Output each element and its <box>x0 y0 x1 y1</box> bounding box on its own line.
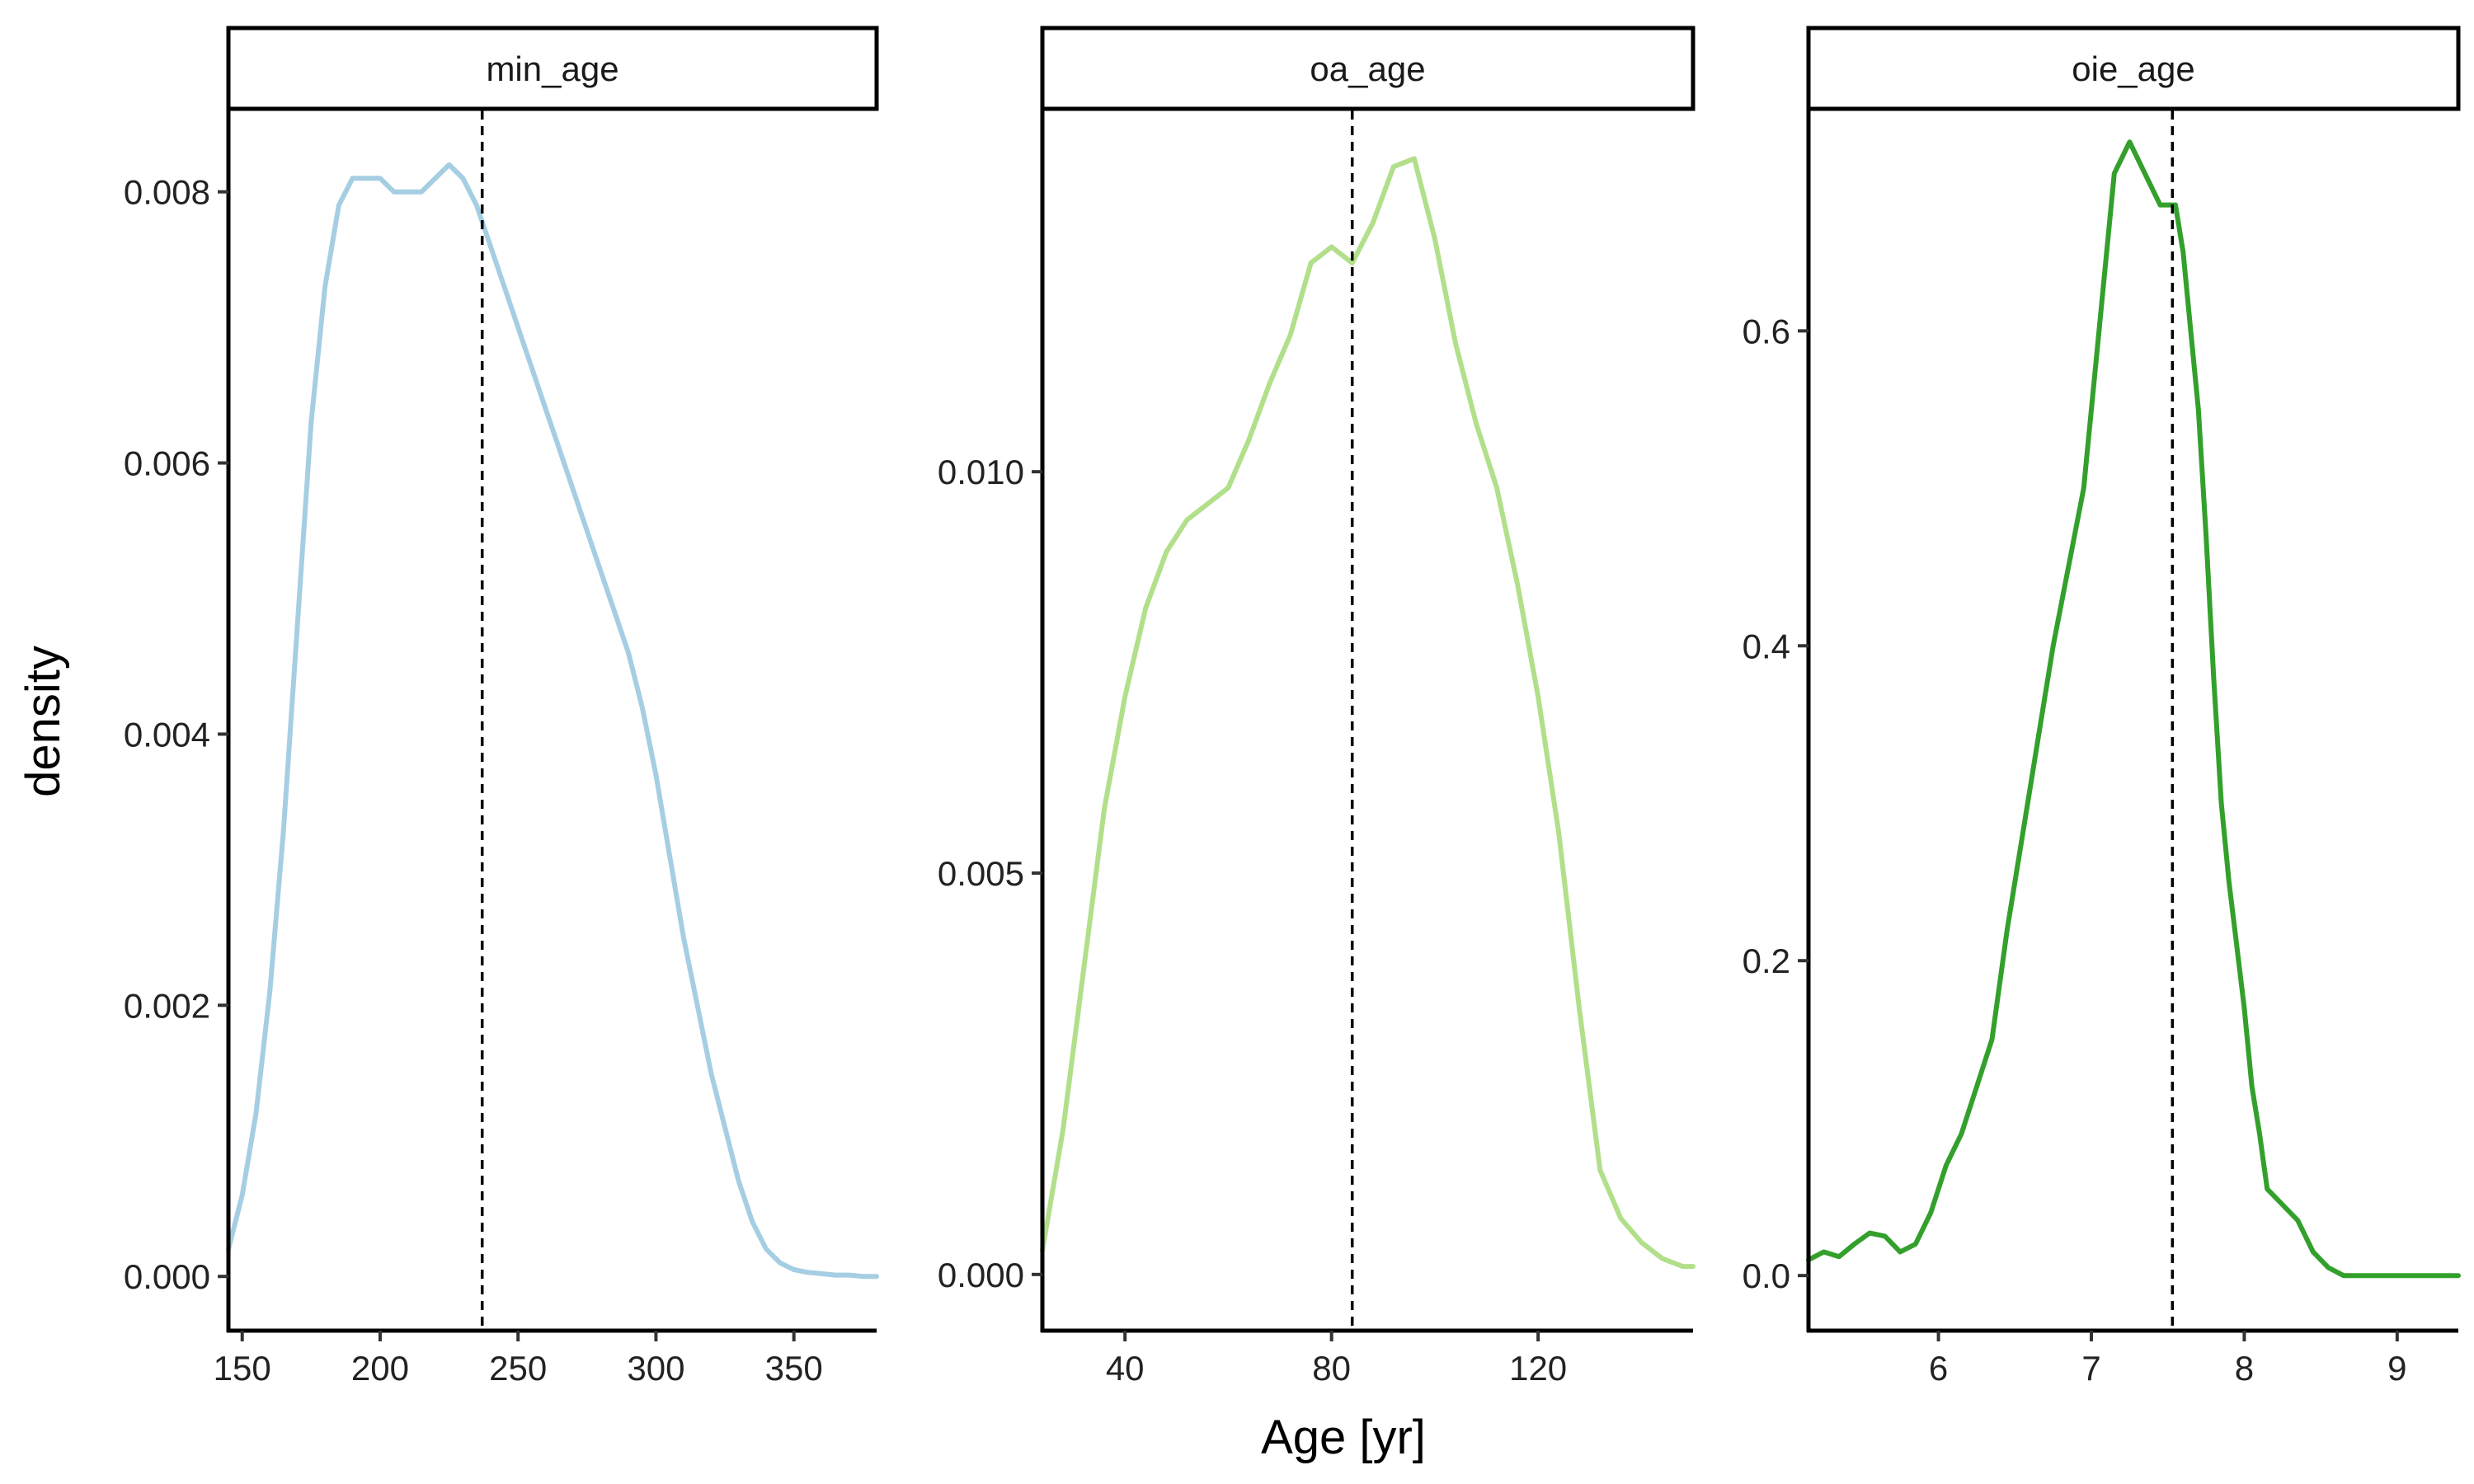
x-tick-label: 7 <box>2081 1349 2100 1388</box>
facet-strip <box>1040 26 1696 111</box>
facet-panels: min_age 0.000 0.002 0.004 0.006 0.008 150 200 25… <box>124 26 2461 1388</box>
x-tick-label: 120 <box>1509 1349 1567 1388</box>
facet-panel-min_age: min_age 0.000 0.002 0.004 0.006 0.008 150 200 25… <box>124 26 879 1388</box>
facet-strip-label: oa_age <box>1310 49 1425 88</box>
y-axis-title: density <box>16 646 70 797</box>
y-tick-label: 0.0 <box>1743 1256 1790 1295</box>
density-line-oie_age <box>1806 139 2461 1279</box>
facet-strip-label: oie_age <box>2072 49 2194 88</box>
y-tick-label: 0.6 <box>1743 312 1790 350</box>
x-tick-label: 8 <box>2235 1349 2254 1388</box>
density-line-min_age <box>226 162 879 1280</box>
x-axis-title: Age [yr] <box>1261 1411 1426 1464</box>
y-tick-label: 0.2 <box>1743 942 1790 980</box>
y-tick-label: 0.010 <box>938 453 1024 491</box>
density-line-oa_age <box>1040 156 1696 1270</box>
facet-panel-oie_age: oie_age 0.0 0.2 0.4 0.6 6 7 8 9 <box>1743 26 2461 1388</box>
x-tick-label: 6 <box>1929 1349 1948 1388</box>
y-tick-label: 0.4 <box>1743 627 1790 665</box>
y-tick-label: 0.000 <box>938 1256 1024 1294</box>
x-tick-label: 250 <box>489 1349 547 1388</box>
y-tick-label: 0.004 <box>124 715 210 754</box>
y-tick-label: 0.000 <box>124 1257 210 1296</box>
facet-strip <box>1806 26 2461 111</box>
x-tick-label: 350 <box>765 1349 823 1388</box>
y-tick-label: 0.006 <box>124 444 210 483</box>
x-tick-label: 300 <box>627 1349 684 1388</box>
x-tick-label: 80 <box>1312 1349 1351 1388</box>
facet-strip-label: min_age <box>486 49 618 88</box>
y-tick-label: 0.008 <box>124 173 210 212</box>
x-tick-label: 150 <box>214 1349 271 1388</box>
facet-strip <box>226 26 879 111</box>
x-tick-label: 9 <box>2387 1349 2406 1388</box>
y-tick-label: 0.002 <box>124 986 210 1025</box>
x-tick-label: 200 <box>351 1349 409 1388</box>
y-tick-label: 0.005 <box>938 854 1024 893</box>
facet-panel-oa_age: oa_age 0.000 0.005 0.010 40 80 120 <box>938 26 1696 1388</box>
x-tick-label: 40 <box>1106 1349 1145 1388</box>
